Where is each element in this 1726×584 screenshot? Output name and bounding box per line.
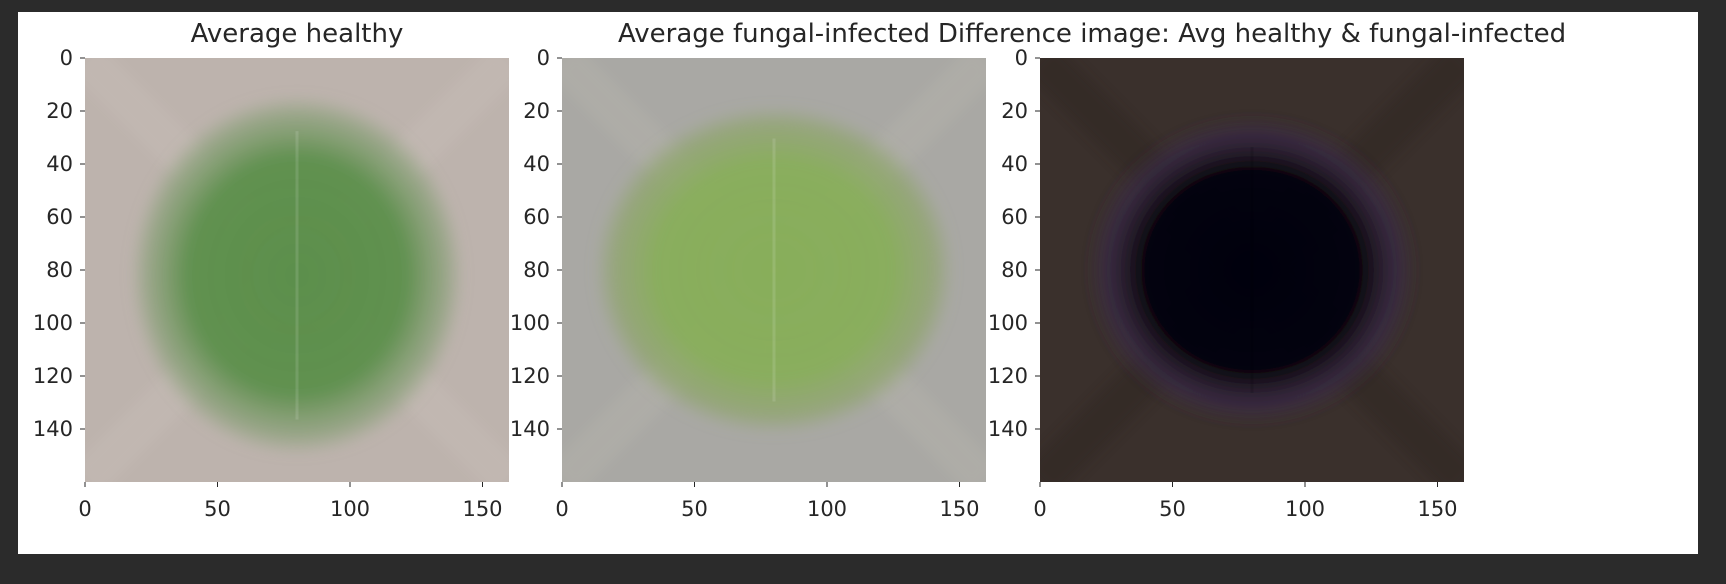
heatmap-image [85,58,509,482]
y-tick-label: 40 [1001,152,1028,176]
heatmap-image [1040,58,1464,482]
y-tick-label: 100 [510,311,550,335]
y-tick-label: 120 [33,364,73,388]
y-tick-label: 0 [60,46,73,70]
y-tick-label: 80 [46,258,73,282]
y-tick-label: 40 [46,152,73,176]
x-tick-label: 100 [1285,497,1325,521]
y-tick-label: 80 [523,258,550,282]
y-tick-label: 0 [1015,46,1028,70]
y-tick-label: 60 [46,205,73,229]
x-tick-label: 150 [1417,497,1457,521]
x-tick-label: 50 [1159,497,1186,521]
x-tick-label: 0 [78,497,91,521]
y-tick-label: 60 [1001,205,1028,229]
x-tick-label: 100 [807,497,847,521]
leaf-blob [1087,116,1417,424]
x-tick-label: 0 [1033,497,1046,521]
leaf-blob [593,105,955,435]
panel-title: Average healthy [191,19,404,49]
y-tick-label: 40 [523,152,550,176]
panel-2: Average fungal-infected 0 20 40 60 80 100 120 14… [510,19,986,521]
x-tick-label: 150 [939,497,979,521]
y-tick-label: 20 [46,99,73,123]
y-tick-label: 120 [988,364,1028,388]
y-tick-label: 60 [523,205,550,229]
y-tick-label: 140 [510,417,550,441]
leaf-blob [130,95,464,456]
y-tick-label: 100 [988,311,1028,335]
x-tick-label: 0 [555,497,568,521]
y-tick-label: 140 [988,417,1028,441]
x-tick-label: 50 [204,497,231,521]
y-tick-label: 0 [537,46,550,70]
figure-canvas: Average healthy 0 20 40 60 80 100 120 140 0 50 100 1… [18,12,1698,554]
y-tick-label: 20 [1001,99,1028,123]
panel-1: Average healthy 0 20 40 60 80 100 120 140 0 50 100 1… [33,19,509,521]
heatmap-image [562,58,986,482]
x-tick-label: 150 [462,497,502,521]
x-tick-label: 100 [330,497,370,521]
x-tick-label: 50 [681,497,708,521]
y-tick-label: 20 [523,99,550,123]
figure-svg: Average healthy 0 20 40 60 80 100 120 140 0 50 100 1… [33,19,1566,521]
panel-title: Difference image: Avg healthy & fungal-i… [938,19,1566,49]
y-tick-label: 140 [33,417,73,441]
panel-3: Difference image: Avg healthy & fungal-i… [938,19,1566,521]
y-tick-label: 100 [33,311,73,335]
panel-title: Average fungal-infected [618,19,930,49]
y-tick-label: 80 [1001,258,1028,282]
y-tick-label: 120 [510,364,550,388]
